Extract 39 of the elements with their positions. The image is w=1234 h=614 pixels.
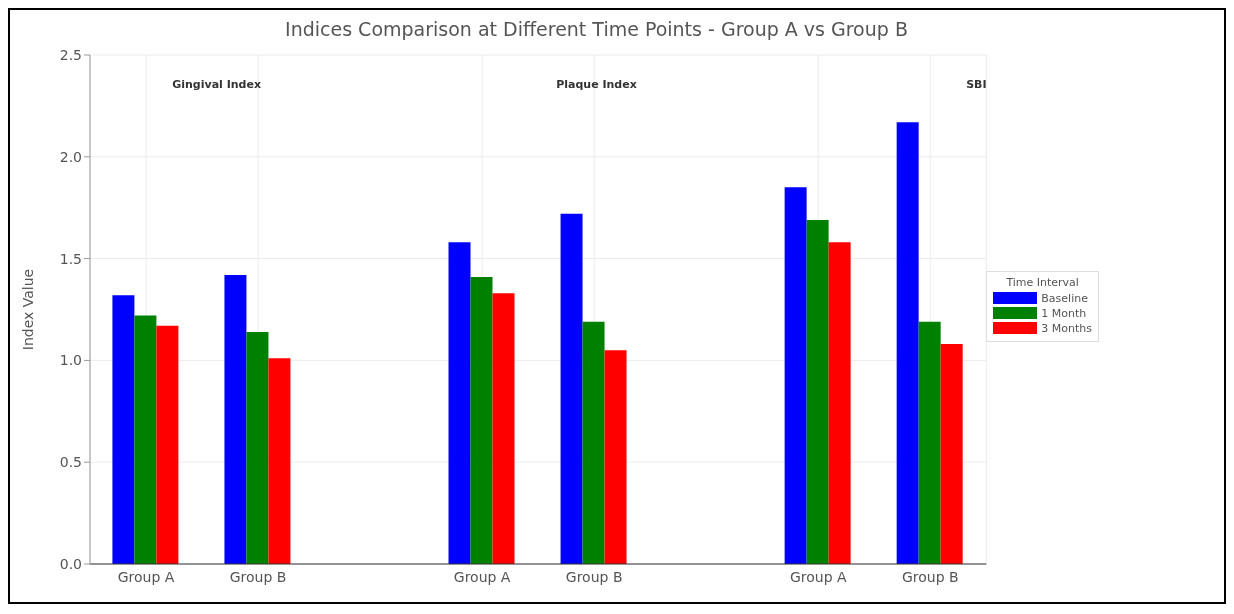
bar	[940, 344, 963, 564]
x-tick-label: Group B	[229, 568, 287, 585]
x-tick-label: Group B	[901, 568, 959, 585]
y-tick-label: 1.0	[59, 352, 82, 369]
bar	[134, 315, 157, 564]
y-tick-label: 1.5	[59, 250, 82, 267]
y-tick-label: 0.5	[59, 454, 82, 471]
bar	[918, 321, 941, 564]
bar	[560, 213, 583, 564]
annotation: Gingival Index	[171, 78, 263, 91]
annotation: SBI	[965, 78, 988, 91]
bar	[828, 242, 851, 564]
y-tick-label: 2.0	[59, 148, 82, 165]
annotation: Plaque Index	[555, 78, 638, 91]
chart-title: Indices Comparison at Different Time Points - Group A vs Group B	[284, 18, 909, 40]
legend-label: Baseline	[1041, 291, 1088, 305]
bar	[448, 242, 471, 564]
bar	[156, 325, 179, 564]
bar	[246, 331, 269, 564]
bar	[224, 274, 247, 564]
bar	[582, 321, 605, 564]
x-tick-label: Group A	[789, 568, 847, 585]
x-tick-label: Group A	[117, 568, 175, 585]
x-tick-label: Group B	[565, 568, 623, 585]
bar	[112, 295, 135, 564]
legend-label: 1 Month	[1041, 306, 1087, 320]
bar	[896, 122, 919, 564]
y-tick-label: 0.0	[59, 555, 82, 572]
bar	[268, 358, 291, 564]
bar	[470, 276, 493, 564]
x-tick-label: Group A	[453, 568, 511, 585]
bar	[806, 219, 829, 564]
bar	[784, 187, 807, 564]
legend-label: 3 Months	[1041, 321, 1092, 335]
y-axis-title: Index Value	[19, 268, 36, 351]
bar	[492, 293, 515, 564]
bar	[604, 350, 627, 564]
legend-title: Time Interval	[1005, 275, 1080, 289]
y-tick-label: 2.5	[59, 46, 82, 63]
